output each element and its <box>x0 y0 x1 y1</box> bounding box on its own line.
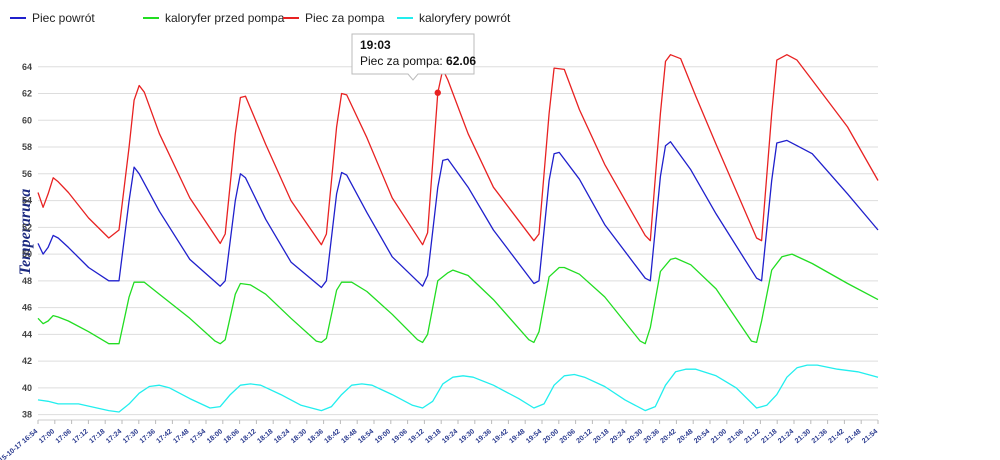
tooltip-value: 62.06 <box>446 54 476 68</box>
x-tick-label: 17:12 <box>71 428 89 445</box>
x-tick-label: 18:12 <box>239 428 257 445</box>
legend-item-label[interactable]: Piec za pompa <box>305 11 385 25</box>
x-tick-label: 21:30 <box>794 428 812 445</box>
x-tick-label: 21:00 <box>710 428 728 445</box>
y-tick-label: 50 <box>22 249 32 259</box>
x-tick-label: 17:54 <box>189 428 207 445</box>
x-tick-label: 20:18 <box>592 428 610 445</box>
y-axis-label: Temperarura <box>17 189 34 276</box>
x-tick-label: 20:24 <box>609 428 627 445</box>
x-tick-label: 18:06 <box>223 428 241 445</box>
x-tick-label: 20:36 <box>643 428 661 445</box>
x-tick-label: 17:00 <box>38 428 56 445</box>
legend-item-label[interactable]: kaloryfery powrót <box>419 11 511 25</box>
x-tick-label: 19:30 <box>458 428 476 445</box>
y-tick-label: 54 <box>22 196 32 206</box>
y-tick-label: 38 <box>22 410 32 420</box>
x-tick-label: 21:42 <box>827 428 845 445</box>
series-line-0[interactable] <box>37 139 879 289</box>
series-line-3[interactable] <box>37 364 879 413</box>
x-tick-label: 20:54 <box>693 428 711 445</box>
x-tick-label: 18:36 <box>307 428 325 445</box>
x-tick-label: 21:54 <box>861 428 879 445</box>
y-tick-label: 64 <box>22 62 32 72</box>
tooltip-box <box>351 33 475 81</box>
y-tick-label: 44 <box>22 329 32 339</box>
y-tick-label: 60 <box>22 115 32 125</box>
x-tick-label: 19:06 <box>391 428 409 445</box>
x-tick-label: 21:18 <box>760 428 778 445</box>
x-tick-label: 19:24 <box>441 428 459 445</box>
x-tick-label: 17:36 <box>139 428 157 445</box>
x-tick-label: 21:36 <box>811 428 829 445</box>
x-tick-label: 17:30 <box>122 428 140 445</box>
y-tick-label: 58 <box>22 142 32 152</box>
grid-lines <box>38 66 878 421</box>
x-tick-label: 19:18 <box>424 428 442 445</box>
x-tick-label: 18:18 <box>256 428 274 445</box>
x-tick-label: 20:30 <box>626 428 644 445</box>
x-tick-label: 18:48 <box>340 428 358 445</box>
x-tick-label: 21:24 <box>777 428 795 445</box>
y-tick-label: 42 <box>22 356 32 366</box>
x-tick-label: 19:48 <box>508 428 526 445</box>
x-tick-label: 21:48 <box>844 428 862 445</box>
x-tick-label: 17:24 <box>105 428 123 445</box>
x-tick-label: 18:00 <box>206 428 224 445</box>
chart-tooltip: 19:03 Piec za pompa: 62.06 <box>351 33 476 96</box>
legend-item-label[interactable]: kaloryfer przed pompa <box>165 11 285 25</box>
y-tick-label: 56 <box>22 169 32 179</box>
tooltip-series-label: Piec za pompa: 62.06 <box>360 54 476 68</box>
y-tick-label: 52 <box>22 222 32 232</box>
x-tick-label: 20:48 <box>676 428 694 445</box>
y-tick-label: 40 <box>22 383 32 393</box>
x-tick-label: 19:54 <box>525 428 543 445</box>
x-tick-label: 18:42 <box>323 428 341 445</box>
chart-legend: Piec powrót kaloryfer przed pompa Piec za … <box>10 11 511 25</box>
y-tick-label: 62 <box>22 89 32 99</box>
x-tick-label: 18:30 <box>290 428 308 445</box>
x-tick-label: 17:06 <box>55 428 73 445</box>
x-tick-label: 21:12 <box>743 428 761 445</box>
x-tick-label: 20:12 <box>575 428 593 445</box>
series-lines <box>37 54 879 413</box>
x-tick-label: 17:48 <box>172 428 190 445</box>
y-axis-ticks: 38 40 42 44 46 48 50 52 54 56 58 60 62 64 <box>22 62 32 420</box>
tooltip-point <box>434 89 441 96</box>
x-tick-label: 19:42 <box>491 428 509 445</box>
tooltip-time: 19:03 <box>360 38 391 52</box>
y-tick-label: 48 <box>22 276 32 286</box>
y-tick-label: 46 <box>22 303 32 313</box>
x-tick-label: 18:54 <box>357 428 375 445</box>
series-line-1[interactable] <box>37 253 879 345</box>
x-axis-ticks: 15-10-17 16:5417:0017:0617:1217:1817:241… <box>0 420 879 460</box>
legend-item-label[interactable]: Piec powrót <box>32 11 95 25</box>
x-tick-label: 19:00 <box>374 428 392 445</box>
x-tick-label: 20:06 <box>559 428 577 445</box>
series-line-2[interactable] <box>37 54 879 246</box>
x-tick-label: 21:06 <box>727 428 745 445</box>
x-tick-label: 20:00 <box>542 428 560 445</box>
x-tick-label: 18:24 <box>273 428 291 445</box>
x-tick-label: 20:42 <box>659 428 677 445</box>
x-tick-label: 19:12 <box>407 428 425 445</box>
x-tick-label: 15-10-17 16:54 <box>0 428 39 460</box>
x-tick-label: 17:18 <box>88 428 106 445</box>
x-tick-label: 19:36 <box>475 428 493 445</box>
x-tick-label: 17:42 <box>155 428 173 445</box>
